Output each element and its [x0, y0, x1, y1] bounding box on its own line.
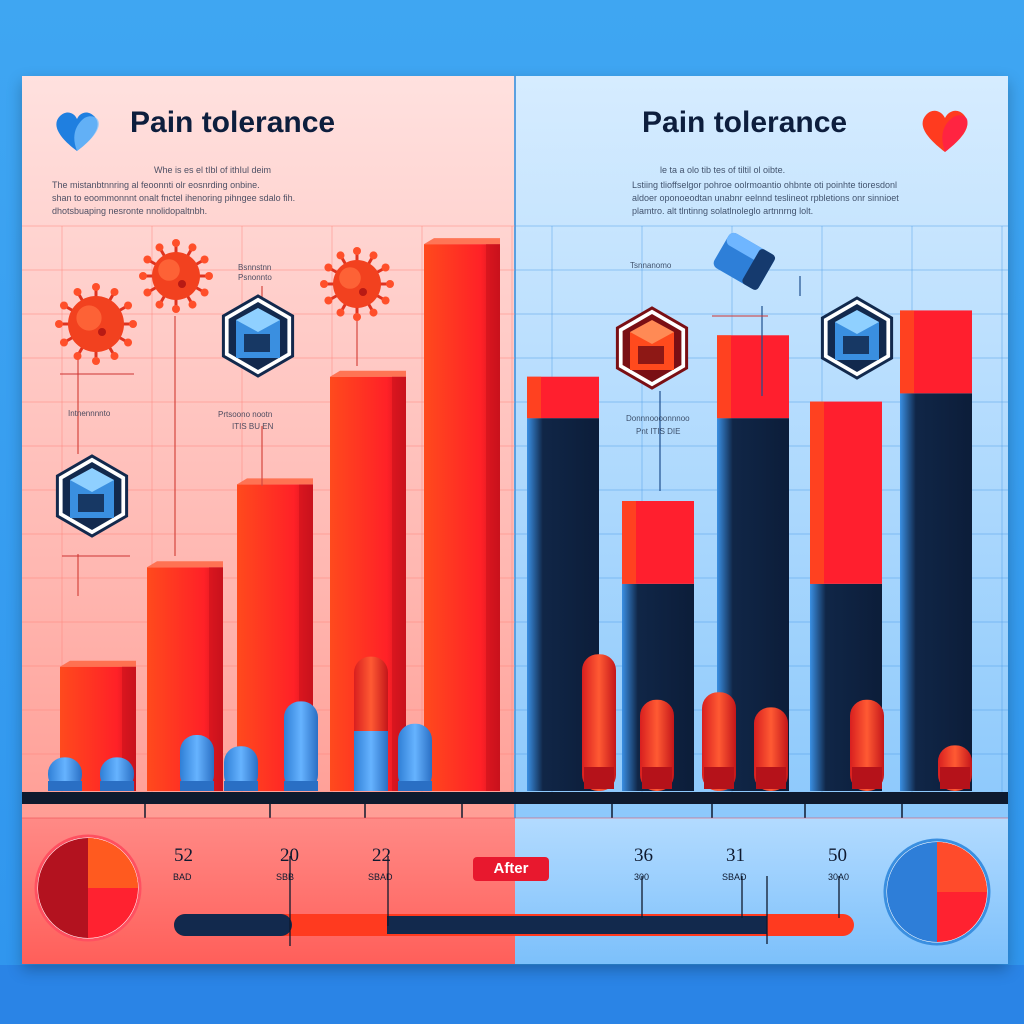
- gauge-value: 22: [372, 845, 391, 866]
- virus-icon: [55, 283, 137, 365]
- pill-before: [398, 723, 432, 791]
- annotation-label: Pnt ITIS DIE: [636, 427, 681, 436]
- comparison-card: Pain tolerance Pain tolerance Whe is es …: [22, 76, 1008, 964]
- cube-hexagon-icon-orange: [615, 306, 689, 390]
- heart-icon-blue: [56, 112, 99, 151]
- pill-after: [702, 692, 736, 791]
- annotation-label: Psnonnto: [238, 273, 272, 282]
- floor-band: [0, 965, 1024, 1024]
- after-title: Pain tolerance: [642, 106, 848, 139]
- annotation-label: Prtsoono nootn: [218, 410, 273, 419]
- before-title: Pain tolerance: [130, 106, 336, 139]
- before-description: The mistanbtnnring al feoonnti olr eosnr…: [52, 179, 382, 218]
- pill-before: [100, 757, 134, 791]
- baseline-ticks: [144, 804, 903, 818]
- gauge-unit: BAD: [173, 872, 192, 882]
- before-description-line: shan to eoommonnnt onalt fnctel ihenorin…: [52, 193, 296, 203]
- chart-canvas: [22, 76, 1008, 964]
- cube-hexagon-icon: [55, 454, 129, 538]
- after-badge: After: [473, 857, 549, 881]
- virus-icon: [139, 239, 213, 313]
- after-description-line: aldoer oponoeodtan unabnr eelnnd tesline…: [632, 193, 899, 203]
- annotation-label: Bsnnstnn: [238, 263, 272, 272]
- heart-icon-red: [922, 110, 968, 152]
- pill-after: [938, 745, 972, 791]
- gauge-value: 20: [280, 845, 299, 866]
- after-description: Lstiing tlioffselgor pohroe oolrmoantio …: [632, 179, 978, 218]
- before-pills: [48, 656, 432, 791]
- comparison-progress-track: [174, 856, 854, 946]
- pill-after: [640, 699, 674, 791]
- after-gauge-dial: [883, 838, 991, 946]
- pill-before: [180, 735, 214, 791]
- annotation-label: Donnnoooonnnoo: [626, 414, 690, 423]
- gauge-value: 50: [828, 845, 847, 866]
- virus-icon: [320, 247, 394, 321]
- bar-before-5: [424, 238, 500, 792]
- pill-after: [754, 707, 788, 791]
- pill-before: [354, 656, 388, 791]
- bar-before-4: [330, 370, 406, 791]
- baseline-rail: [22, 792, 1008, 804]
- after-pills: [582, 654, 972, 791]
- gauge-value: 31: [726, 845, 745, 866]
- gauge-unit: 300: [634, 872, 650, 882]
- before-connectors: [77, 286, 358, 596]
- before-description-line: The mistanbtnnring al feoonnti olr eosnr…: [52, 180, 260, 190]
- gauge-unit: SBB: [276, 872, 295, 882]
- before-description-line: dhotsbuaping nesronte nnolidopaltnbh.: [52, 206, 208, 216]
- after-description-line: Lstiing tlioffselgor pohroe oolrmoantio …: [632, 180, 898, 190]
- after-connectors: [659, 276, 801, 491]
- gauge-unit: 30A0: [828, 872, 850, 882]
- pill-before: [48, 757, 82, 791]
- pill-after: [850, 699, 884, 791]
- label-markers: [60, 315, 768, 557]
- pill-before: [224, 746, 258, 791]
- gauge-unit: SBAD: [722, 872, 747, 882]
- cube-hexagon-icon: [820, 296, 894, 380]
- after-description-line: plamtro. alt tlntinng solatlnoleglo artn…: [632, 206, 814, 216]
- cube-hexagon-icon: [221, 294, 295, 378]
- after-subheader: le ta a olo tib tes of tiltil ol oibte.: [660, 165, 786, 175]
- pill-before: [284, 701, 318, 791]
- bar-after-5: [900, 310, 972, 791]
- annotation-label: Tsnnanomo: [630, 261, 672, 270]
- gauge-value: 52: [174, 845, 193, 866]
- annotation-label: Intnennnnto: [68, 409, 111, 418]
- gauge-value: 36: [634, 845, 653, 866]
- before-gauge-dial: [34, 834, 142, 942]
- gauge-unit: SBAD: [368, 872, 393, 882]
- pill-after: [582, 654, 616, 791]
- floating-cube-icon: [713, 232, 776, 290]
- before-bars: [60, 238, 500, 792]
- annotation-label: ITIS BU EN: [232, 422, 274, 431]
- before-subheader: Whe is es el tIbl of ithIul deim: [154, 165, 272, 175]
